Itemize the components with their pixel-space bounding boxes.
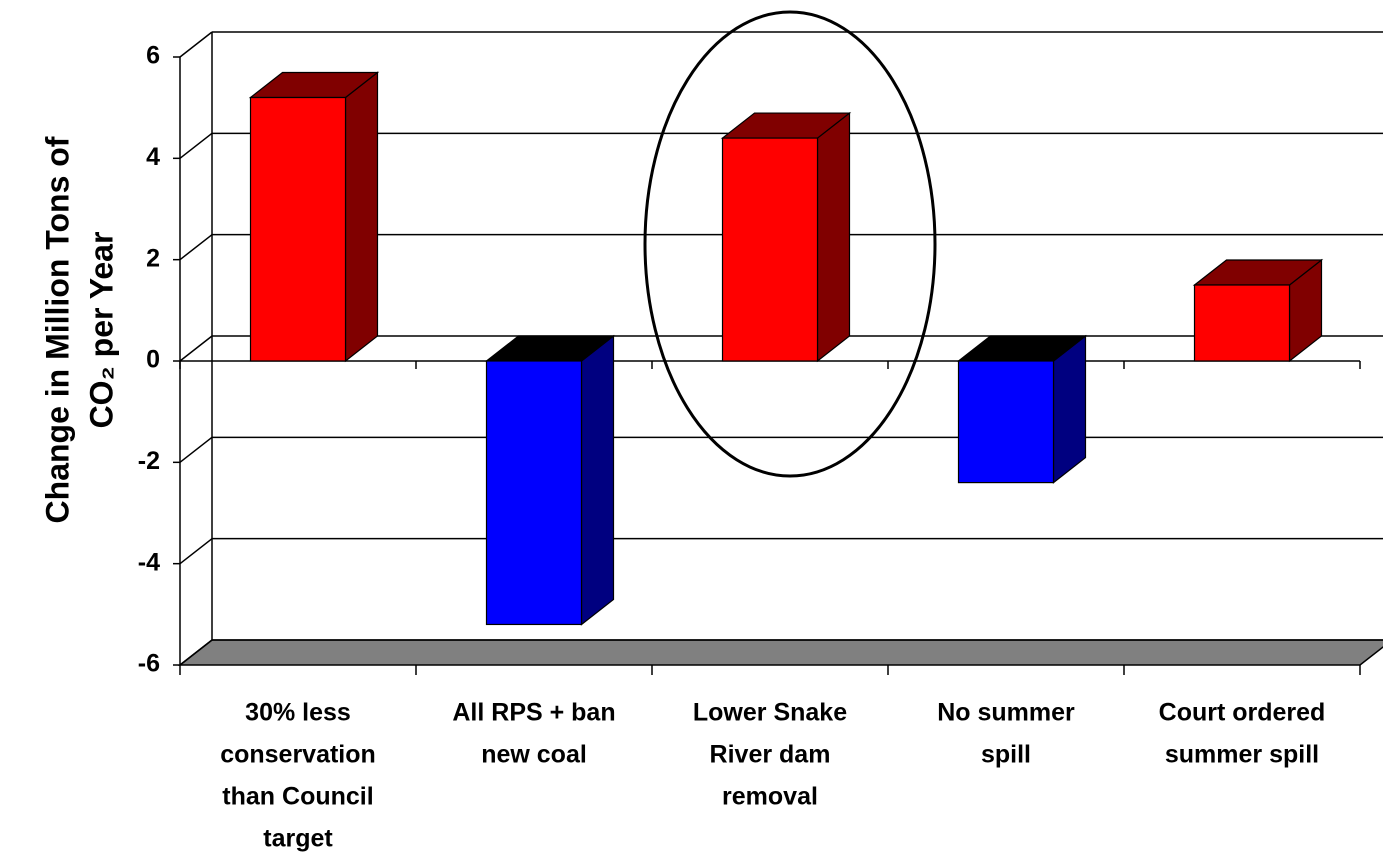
x-tick-label: spill <box>981 741 1031 769</box>
bar-side <box>344 71 379 363</box>
grid-line-side <box>179 639 213 666</box>
x-tick-label: target <box>263 825 333 853</box>
bar-front <box>721 137 819 362</box>
y-tick-label: 0 <box>146 346 160 374</box>
bar-front <box>1193 284 1291 362</box>
x-tick-label: removal <box>722 783 818 811</box>
bar <box>956 334 1088 484</box>
y-axis-title-line: CO₂ per Year <box>83 232 119 429</box>
y-tick-label: -4 <box>138 548 160 576</box>
x-tick-label: summer spill <box>1165 741 1319 769</box>
bar <box>1192 258 1324 363</box>
x-tick-label: All RPS + ban <box>452 699 615 727</box>
grid-line-side <box>179 436 213 463</box>
x-tick-label: No summer <box>937 699 1075 727</box>
x-tick-label: Lower Snake <box>693 699 847 727</box>
y-axis-title-line: Change in Million Tons of <box>39 136 75 523</box>
y-tick-label: -2 <box>138 447 160 475</box>
x-tick-label: new coal <box>481 741 587 769</box>
highlight-ellipse <box>643 10 937 478</box>
grid-line-side <box>179 335 213 362</box>
y-tick-label: 2 <box>146 244 160 272</box>
plot-area: -6 -4 -2 0 2 4 6 <box>138 31 1383 678</box>
y-tick-label: 4 <box>146 143 160 171</box>
grid-line-side <box>179 538 213 565</box>
x-tick-label: River dam <box>710 741 831 769</box>
y-tick-label: -6 <box>138 650 160 678</box>
x-tick-label: Court ordered <box>1159 699 1326 727</box>
y-tick-label: 6 <box>146 42 160 70</box>
bar-front <box>249 96 347 362</box>
grid-line-side <box>179 132 213 159</box>
x-tick-label: 30% less <box>245 699 351 727</box>
bar-side <box>580 334 615 626</box>
bar <box>484 334 616 626</box>
bar-front <box>485 360 583 626</box>
grid-line-side <box>179 31 213 58</box>
bar-front <box>957 360 1055 484</box>
bar <box>248 71 380 363</box>
y-axis-title: Change in Million Tons of CO₂ per Year <box>39 136 119 523</box>
bar-side <box>816 111 851 363</box>
bar <box>720 111 852 363</box>
x-tick-label: than Council <box>222 783 373 811</box>
grid-line-side <box>179 234 213 261</box>
x-tick-label: conservation <box>220 741 376 769</box>
floor <box>177 639 1383 666</box>
